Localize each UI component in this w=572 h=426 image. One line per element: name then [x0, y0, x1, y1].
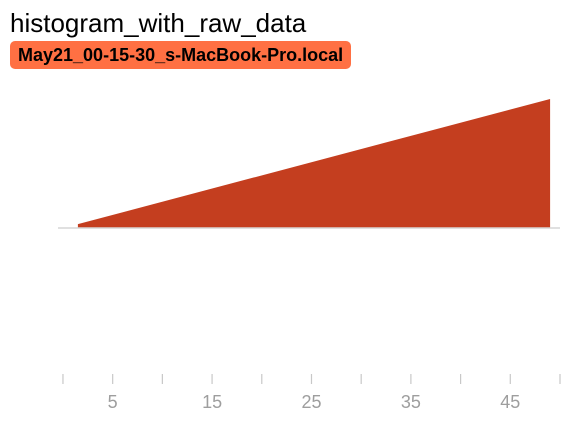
- x-tick-label-15: 15: [202, 392, 222, 412]
- area-layer: [77, 99, 551, 228]
- x-tick-label-25: 25: [301, 392, 321, 412]
- run-name-badge[interactable]: May21_00-15-30_s-MacBook-Pro.local: [10, 41, 352, 69]
- x-axis-labels: 5 15 25 35 45: [108, 392, 521, 412]
- chart-title: histogram_with_raw_data: [10, 8, 307, 38]
- x-axis-ticks: [62, 374, 561, 384]
- x-tick-label-5: 5: [108, 392, 118, 412]
- x-tick-label-35: 35: [401, 392, 421, 412]
- histogram-area-0[interactable]: [77, 99, 551, 228]
- x-tick-label-45: 45: [500, 392, 520, 412]
